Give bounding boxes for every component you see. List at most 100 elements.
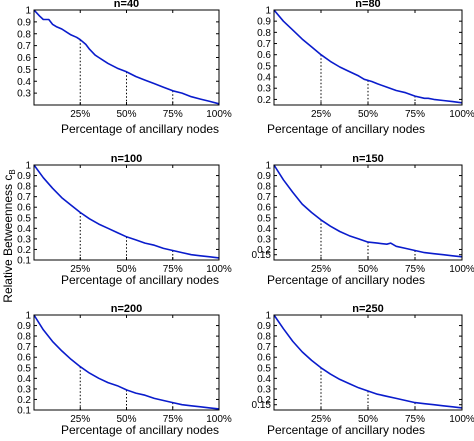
y-tick-label: 0.3: [17, 384, 31, 395]
panel-1: n=40 0.30.40.50.60.70.80.91 25% 50% 75% 100%: [17, 0, 232, 120]
series-line-1: [33, 314, 220, 410]
y-tick-label: 0.8: [257, 182, 271, 193]
y-tick-label: 0.8: [17, 182, 31, 193]
y-tick-label: 0.9: [257, 321, 271, 332]
x-tick-label: 50%: [358, 109, 378, 120]
x-tick-label: 75%: [405, 414, 425, 425]
panel-title: n=40: [114, 0, 139, 10]
x-tick-label: 50%: [116, 414, 136, 425]
x-tick-label: 75%: [405, 109, 425, 120]
y-tick-label: 0.2: [17, 245, 31, 256]
y-tick-label: 0.3: [257, 384, 271, 395]
panel-title: n=150: [352, 153, 384, 165]
series-line-1: [33, 164, 220, 259]
y-tick-label: 1: [265, 6, 271, 17]
x-tick-label: 100%: [449, 109, 474, 120]
y-tick-label: 0.5: [257, 61, 271, 72]
figure-xlabel-bottom: Percentage of ancillary nodes: [61, 423, 219, 437]
plot-frame: [33, 164, 220, 261]
y-tick-label: 0.9: [257, 17, 271, 28]
y-tick-label: 0.3: [257, 84, 271, 95]
series-line-1: [33, 9, 220, 105]
y-tick-label: 0.3: [17, 89, 31, 100]
y-tick-label: 0.15: [252, 250, 272, 261]
x-tick-label: 50%: [116, 109, 136, 120]
y-tick-label: 0.7: [17, 41, 31, 52]
panel-5: n=200 0.10.20.30.40.50.60.70.80.91 25% 50% 7…: [17, 303, 232, 425]
x-tick-label: 100%: [206, 414, 232, 425]
y-tick-label: 0.1: [17, 406, 31, 417]
y-tick-label: 0.4: [17, 224, 31, 235]
figure-xlabel-top: Percentage of ancillary nodes: [61, 122, 219, 136]
y-tick-label: 0.8: [257, 332, 271, 343]
y-tick-label: 0.7: [257, 192, 271, 203]
x-tick-label: 100%: [449, 414, 474, 425]
x-tick-label: 75%: [163, 414, 183, 425]
y-tick-label: 1: [25, 311, 31, 322]
figure-xlabel-top-right: Percentage of ancillary nodes: [267, 122, 425, 136]
panel-title: n=200: [111, 303, 143, 315]
y-tick-label: 1: [265, 161, 271, 172]
y-tick-label: 0.5: [257, 363, 271, 374]
y-tick-label: 0.3: [257, 234, 271, 245]
y-tick-label: 0.2: [17, 395, 31, 406]
x-tick-label: 75%: [163, 264, 183, 275]
x-tick-label: 25%: [311, 109, 331, 120]
y-tick-label: 0.8: [17, 29, 31, 40]
y-tick-label: 0.4: [257, 374, 271, 385]
figure-ylabel-subscript: B: [8, 169, 17, 174]
plot-frame: [273, 9, 463, 106]
y-tick-label: 0.5: [17, 65, 31, 76]
y-tick-label: 0.7: [257, 342, 271, 353]
y-tick-label: 0.1: [17, 256, 31, 267]
y-tick-label: 0.2: [257, 245, 271, 256]
y-tick-label: 0.5: [257, 213, 271, 224]
y-tick-label: 0.9: [17, 17, 31, 28]
x-tick-label: 25%: [311, 264, 331, 275]
y-tick-label: 0.7: [17, 342, 31, 353]
y-tick-label: 0.5: [17, 213, 31, 224]
y-tick-label: 0.3: [17, 234, 31, 245]
series-line-1: [273, 164, 463, 258]
y-tick-label: 0.2: [257, 395, 271, 406]
y-tick-label: 1: [265, 311, 271, 322]
y-tick-label: 0.4: [257, 73, 271, 84]
y-tick-label: 0.5: [17, 363, 31, 374]
y-tick-label: 0.8: [17, 332, 31, 343]
panel-3: n=100 0.10.20.30.40.50.60.70.80.91 25% 50% 7…: [17, 153, 232, 275]
x-tick-label: 100%: [206, 264, 232, 275]
y-tick-label: 0.8: [257, 28, 271, 39]
panel-4: n=150 0.150.20.30.40.50.60.70.80.91 25% 50%…: [252, 153, 474, 275]
figure-ylabel: Relative Betweenness cB: [1, 169, 17, 302]
x-tick-label: 100%: [449, 264, 474, 275]
panel-title: n=250: [352, 303, 384, 315]
x-tick-label: 75%: [405, 264, 425, 275]
x-tick-label: 25%: [311, 414, 331, 425]
x-tick-label: 75%: [163, 109, 183, 120]
y-tick-label: 0.9: [17, 171, 31, 182]
y-tick-label: 0.4: [17, 374, 31, 385]
y-tick-label: 0.6: [257, 203, 271, 214]
panel-title: n=80: [355, 0, 380, 10]
y-tick-label: 0.7: [17, 192, 31, 203]
series-line-1: [273, 314, 463, 409]
svg-text:Relative Betweenness cB: Relative Betweenness cB: [1, 169, 17, 302]
y-tick-label: 0.4: [17, 77, 31, 88]
x-tick-label: 100%: [206, 109, 232, 120]
y-tick-label: 1: [25, 6, 31, 17]
series-line-1: [273, 9, 463, 104]
y-tick-label: 0.2: [257, 95, 271, 106]
y-tick-label: 0.15: [252, 400, 272, 411]
y-tick-label: 0.9: [17, 321, 31, 332]
panel-2: n=80 0.20.30.40.50.60.70.80.91 25% 50% 75% 10…: [257, 0, 474, 120]
y-tick-label: 0.6: [257, 353, 271, 364]
y-tick-label: 1: [25, 161, 31, 172]
y-tick-label: 0.7: [257, 39, 271, 50]
panel-title: n=100: [111, 153, 143, 165]
figure-ylabel-text: Relative Betweenness c: [1, 175, 15, 303]
y-tick-label: 0.6: [17, 53, 31, 64]
x-tick-label: 25%: [70, 109, 90, 120]
plot-frame: [33, 314, 220, 411]
x-tick-label: 25%: [70, 264, 90, 275]
